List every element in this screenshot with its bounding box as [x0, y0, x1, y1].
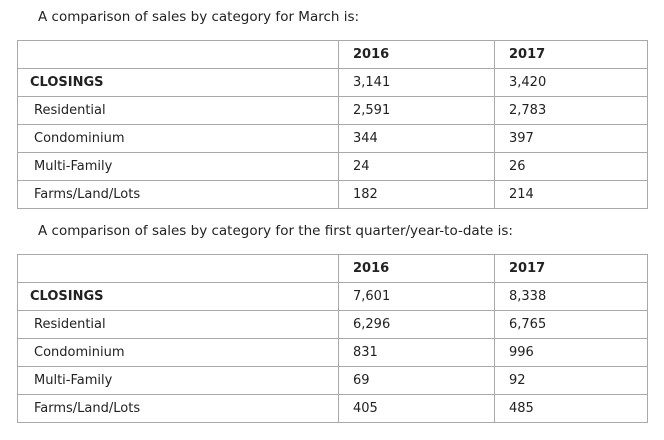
- header-blank-cell: [17, 40, 339, 69]
- header-year-2016: 2016: [338, 254, 495, 283]
- value-2016: 405: [338, 394, 495, 423]
- row-label: Multi-Family: [17, 366, 339, 395]
- table-header-row: 2016 2017: [17, 254, 648, 283]
- value-2016: 182: [338, 180, 495, 209]
- table-row: Farms/Land/Lots 182 214: [17, 180, 648, 209]
- value-2017: 6,765: [494, 310, 648, 339]
- value-2017: 214: [494, 180, 648, 209]
- row-label: Residential: [17, 310, 339, 339]
- closings-label: CLOSINGS: [17, 282, 339, 311]
- closings-2017: 3,420: [494, 68, 648, 97]
- row-label: Residential: [17, 96, 339, 125]
- header-year-2016: 2016: [338, 40, 495, 69]
- closings-2016: 3,141: [338, 68, 495, 97]
- value-2016: 831: [338, 338, 495, 367]
- value-2017: 485: [494, 394, 648, 423]
- value-2016: 69: [338, 366, 495, 395]
- row-label: Condominium: [17, 124, 339, 153]
- row-label: Farms/Land/Lots: [17, 394, 339, 423]
- table-header-row: 2016 2017: [17, 40, 648, 69]
- table-row: Farms/Land/Lots 405 485: [17, 394, 648, 423]
- header-year-2017: 2017: [494, 254, 648, 283]
- ytd-intro-text: A comparison of sales by category for th…: [38, 223, 513, 239]
- row-label: Condominium: [17, 338, 339, 367]
- value-2016: 344: [338, 124, 495, 153]
- value-2016: 2,591: [338, 96, 495, 125]
- table-row: Condominium 344 397: [17, 124, 648, 153]
- table-row: Multi-Family 69 92: [17, 366, 648, 395]
- table-row: Condominium 831 996: [17, 338, 648, 367]
- closings-label: CLOSINGS: [17, 68, 339, 97]
- row-label: Multi-Family: [17, 152, 339, 181]
- closings-row: CLOSINGS 7,601 8,338: [17, 282, 648, 311]
- header-blank-cell: [17, 254, 339, 283]
- closings-2017: 8,338: [494, 282, 648, 311]
- value-2017: 26: [494, 152, 648, 181]
- table-row: Residential 6,296 6,765: [17, 310, 648, 339]
- table-row: Residential 2,591 2,783: [17, 96, 648, 125]
- ytd-sales-table: 2016 2017 CLOSINGS 7,601 8,338 Residenti…: [17, 254, 648, 423]
- value-2016: 6,296: [338, 310, 495, 339]
- closings-row: CLOSINGS 3,141 3,420: [17, 68, 648, 97]
- march-sales-table: 2016 2017 CLOSINGS 3,141 3,420 Residenti…: [17, 40, 648, 209]
- row-label: Farms/Land/Lots: [17, 180, 339, 209]
- value-2017: 996: [494, 338, 648, 367]
- header-year-2017: 2017: [494, 40, 648, 69]
- march-intro-text: A comparison of sales by category for Ma…: [38, 9, 360, 25]
- closings-2016: 7,601: [338, 282, 495, 311]
- table-row: Multi-Family 24 26: [17, 152, 648, 181]
- value-2017: 397: [494, 124, 648, 153]
- value-2017: 92: [494, 366, 648, 395]
- value-2016: 24: [338, 152, 495, 181]
- value-2017: 2,783: [494, 96, 648, 125]
